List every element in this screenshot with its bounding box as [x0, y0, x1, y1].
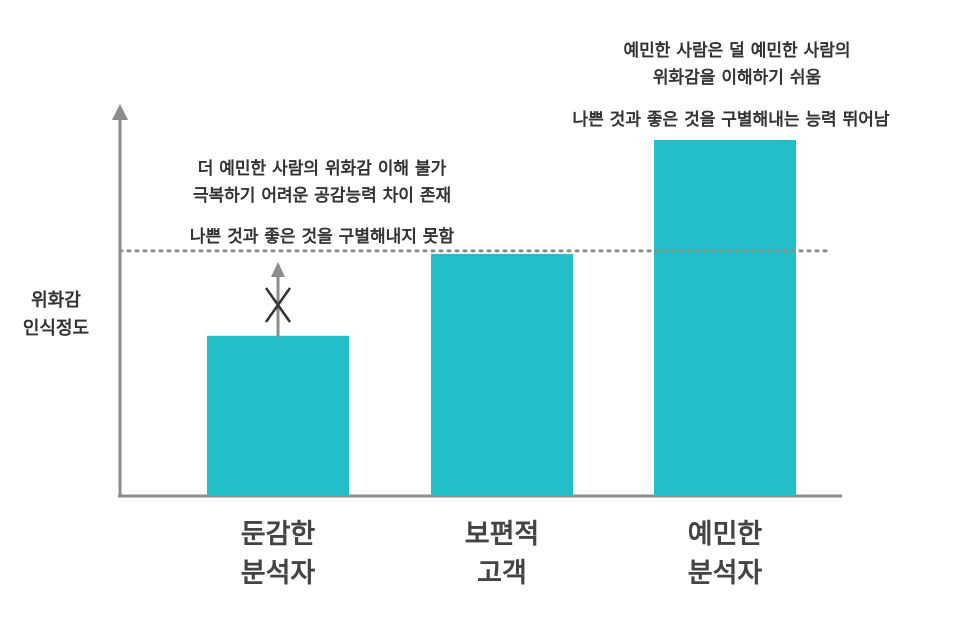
- bar-sensitive-analyst: [654, 140, 796, 496]
- bar-typical-customer: [431, 253, 573, 496]
- dull-annotation-line2: 극복하기 어려운 공감능력 차이 존재: [193, 186, 451, 206]
- y-axis-label-line1: 위화감: [31, 290, 81, 311]
- x-crossed-arrow-icon: [264, 262, 292, 337]
- category-label-typical-line2: 고객: [477, 558, 527, 589]
- sensitive-annotation-line2: 위화감을 이해하기 쉬움: [653, 68, 822, 88]
- bar-dull-analyst: [207, 335, 349, 496]
- bars: [207, 140, 796, 496]
- sensitive-annotation-line1: 예민한 사람은 덜 예민한 사람의: [624, 40, 851, 61]
- category-label-sensitive-line2: 분석자: [688, 558, 763, 589]
- y-axis-arrowhead: [112, 104, 128, 120]
- sensitive-annotation-line3: 나쁜 것과 좋은 것을 구별해내는 능력 뛰어남: [572, 110, 889, 130]
- y-axis-label-line2: 인식정도: [23, 318, 89, 339]
- category-label-typical-line1: 보편적: [465, 519, 540, 550]
- dull-annotation-line3: 나쁜 것과 좋은 것을 구별해내지 못함: [190, 226, 455, 247]
- category-label-dull-line2: 분석자: [241, 558, 316, 589]
- dull-annotation-line1: 더 예민한 사람의 위화감 이해 불가: [198, 158, 447, 179]
- category-label-sensitive-line1: 예민한: [688, 519, 763, 550]
- category-label-dull-line1: 둔감한: [241, 519, 316, 550]
